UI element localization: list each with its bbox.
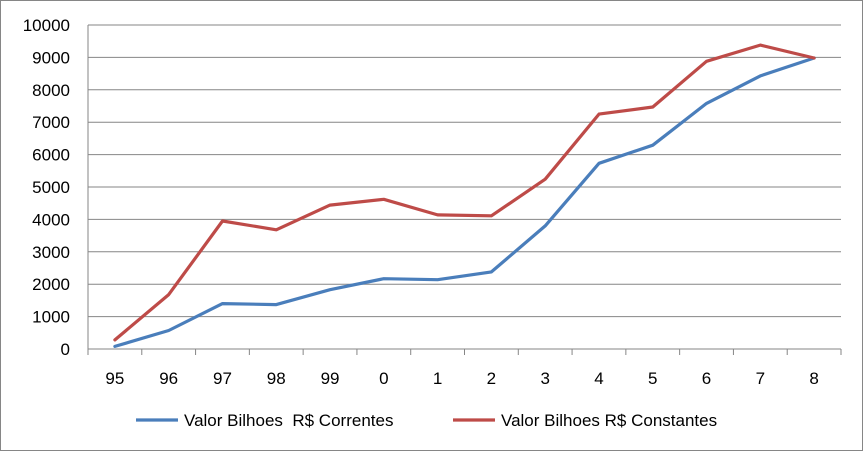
x-tick-label: 99 [321,369,340,388]
legend-label: Valor Bilhoes R$ Constantes [501,411,717,430]
y-axis-tick-labels: 0 1000 2000 3000 4000 5000 6000 7000 8000 9000 100… [23,16,70,359]
gridlines [87,24,842,355]
x-tick-label: 5 [648,369,657,388]
x-tick-label: 95 [105,369,124,388]
x-tick-label: 0 [379,369,388,388]
y-tick-label: 6000 [32,146,70,165]
y-tick-label: 0 [61,340,70,359]
series-lines [113,43,816,348]
y-tick-label: 4000 [32,210,70,229]
series-line-2 [113,43,816,342]
x-axis-tick-labels: 95 96 97 98 99 0 1 2 3 4 5 6 7 8 [105,369,818,388]
legend: Valor Bilhoes R$ Correntes Valor Bilhoes … [136,411,717,430]
y-tick-label: 1000 [32,308,70,327]
x-tick-label: 2 [487,369,496,388]
legend-label: Valor Bilhoes R$ Correntes [184,411,393,430]
x-tick-label: 96 [159,369,178,388]
y-tick-label: 2000 [32,275,70,294]
y-tick-label: 8000 [32,81,70,100]
x-tick-label: 1 [433,369,442,388]
y-tick-label: 10000 [23,16,70,35]
x-tick-label: 98 [267,369,286,388]
y-tick-label: 7000 [32,113,70,132]
x-tick-label: 3 [540,369,549,388]
x-tick-label: 4 [594,369,603,388]
y-tick-label: 3000 [32,243,70,262]
x-tick-label: 6 [702,369,711,388]
x-tick-label: 8 [809,369,818,388]
series-line-1 [113,56,816,348]
x-tick-label: 7 [756,369,765,388]
y-tick-label: 5000 [32,178,70,197]
x-tick-label: 97 [213,369,232,388]
y-tick-label: 9000 [32,48,70,67]
